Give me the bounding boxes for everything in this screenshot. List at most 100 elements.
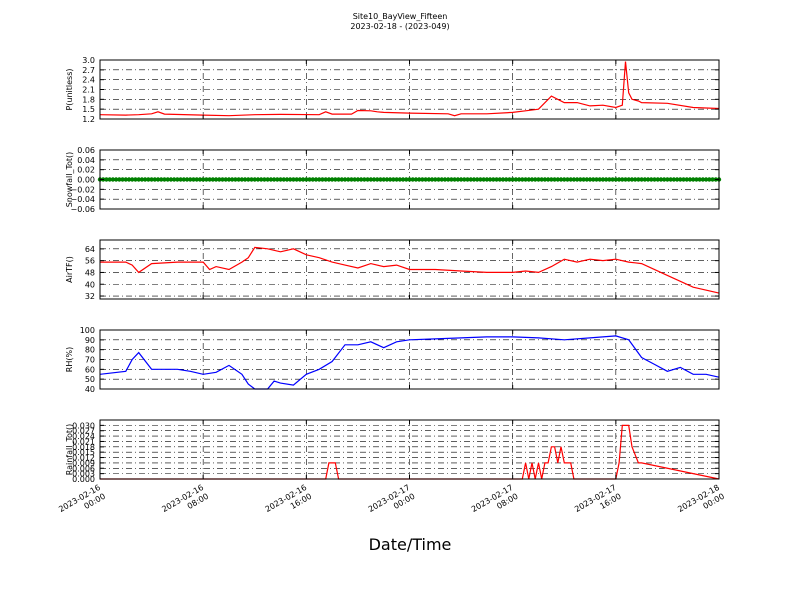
scatter-point <box>275 177 280 182</box>
scatter-point <box>416 177 422 182</box>
scatter-point <box>491 177 496 182</box>
y-tick-label: 2.4 <box>82 76 95 85</box>
y-tick-label: 0.012 <box>72 454 95 463</box>
x-tick-label: 2023-02-1700:00 <box>367 483 417 523</box>
y-tick-label: 0.02 <box>77 166 95 175</box>
scatter-point <box>107 177 112 182</box>
panel-5: 0.0000.0030.0060.0090.0120.0150.0180.021… <box>65 419 720 484</box>
y-tick-label: 2.1 <box>82 86 95 95</box>
scatter-point <box>397 177 403 182</box>
scatter-point <box>255 177 261 182</box>
scatter-point <box>262 177 267 182</box>
scatter-point <box>252 177 257 182</box>
scatter-point <box>591 177 596 182</box>
scatter-point <box>400 177 406 182</box>
scatter-point <box>523 177 528 182</box>
y-tick-label: 0.000 <box>72 475 95 484</box>
scatter-point <box>358 177 364 182</box>
scatter-point <box>607 177 612 182</box>
scatter-point <box>603 177 609 182</box>
scatter-point <box>594 177 599 182</box>
y-tick-label: 0.018 <box>72 443 95 452</box>
scatter-point <box>307 177 312 182</box>
scatter-point <box>458 177 464 182</box>
scatter-point <box>391 177 396 182</box>
y-tick-label: 40 <box>85 280 95 289</box>
scatter-point <box>681 177 686 182</box>
scatter-point <box>494 177 499 182</box>
scatter-point <box>539 177 544 182</box>
scatter-point <box>346 177 351 182</box>
scatter-point <box>152 177 158 182</box>
scatter-point <box>545 177 551 182</box>
scatter-point <box>671 177 677 182</box>
y-tick-label: 32 <box>85 292 95 301</box>
x-tick-label: 2023-02-1800:00 <box>676 483 726 523</box>
scatter-point <box>387 177 393 182</box>
scatter-point <box>258 177 264 182</box>
y-tick-label: 0.024 <box>72 432 95 441</box>
series-line <box>100 246 720 294</box>
series-line <box>99 335 720 390</box>
scatter-point <box>178 177 183 182</box>
scatter-point <box>404 177 409 182</box>
scatter-point <box>694 177 699 182</box>
scatter-point <box>120 177 125 182</box>
scatter-point <box>181 177 187 182</box>
y-axis-label: Rainfall_Tot() <box>65 424 74 476</box>
scatter-point <box>304 177 309 182</box>
scatter-point <box>326 177 332 182</box>
x-axis-label: Date/Time <box>369 535 452 554</box>
scatter-point <box>642 177 648 182</box>
scatter-point <box>426 177 432 182</box>
scatter-point <box>284 177 290 182</box>
scatter-point <box>449 177 454 182</box>
scatter-point <box>204 177 209 182</box>
scatter-point <box>500 177 506 182</box>
figure-title: Site10_BayView_Fifteen <box>353 12 448 21</box>
scatter-point <box>117 177 122 182</box>
y-tick-label: 64 <box>85 245 95 254</box>
scatter-point <box>475 177 480 182</box>
scatter-point <box>371 177 377 182</box>
scatter-point <box>555 177 561 182</box>
scatter-point <box>113 177 119 182</box>
scatter-point <box>587 177 593 182</box>
scatter-point <box>574 177 580 182</box>
scatter-point <box>478 177 483 182</box>
scatter-point <box>349 177 354 182</box>
scatter-point <box>707 177 712 182</box>
scatter-point <box>513 177 519 182</box>
scatter-point <box>552 177 557 182</box>
y-axis-label: RH(%) <box>65 347 74 372</box>
scatter-point <box>578 177 583 182</box>
scatter-point <box>584 177 590 182</box>
y-tick-label: 2.7 <box>82 66 95 75</box>
scatter-point <box>668 177 673 182</box>
scatter-point <box>149 177 154 182</box>
scatter-point <box>317 177 322 182</box>
scatter-point <box>600 177 606 182</box>
scatter-point <box>658 177 664 182</box>
scatter-point <box>655 177 660 182</box>
y-tick-label: 56 <box>85 257 95 266</box>
scatter-point <box>620 177 625 182</box>
scatter-point <box>581 177 586 182</box>
scatter-point <box>504 177 509 182</box>
y-tick-label: 0.015 <box>72 448 95 457</box>
scatter-point <box>384 177 390 182</box>
scatter-point <box>484 177 490 182</box>
panels: 1.21.51.82.12.42.73.0P(unitless)−0.06−0.… <box>65 56 722 484</box>
y-tick-label: 1.8 <box>82 95 95 104</box>
y-tick-label: 0.021 <box>72 437 95 446</box>
panel-2: −0.06−0.04−0.020.000.020.040.06Snowfall_… <box>65 146 722 214</box>
scatter-point <box>410 177 415 182</box>
scatter-point <box>549 177 554 182</box>
scatter-point <box>223 177 228 182</box>
scatter-point <box>510 177 515 182</box>
scatter-point <box>200 177 206 182</box>
scatter-point <box>217 177 222 182</box>
scatter-point <box>610 177 615 182</box>
y-tick-label: 0.06 <box>77 146 95 155</box>
